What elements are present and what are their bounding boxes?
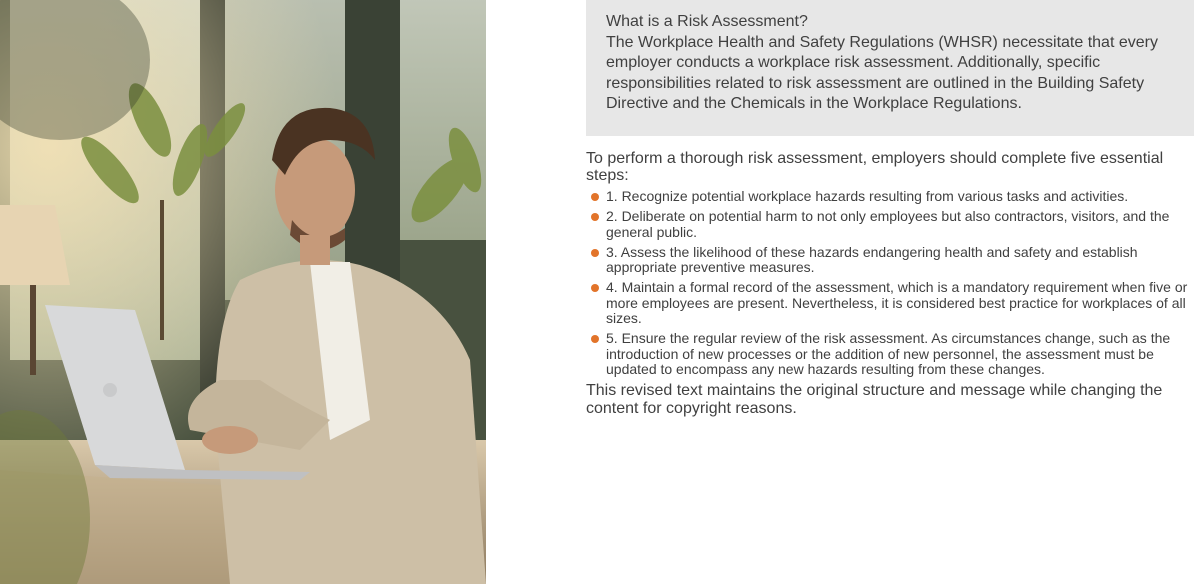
risk-assessment-callout: What is a Risk Assessment? The Workplace…	[586, 0, 1194, 136]
step-text: 4. Maintain a formal record of the asses…	[606, 279, 1188, 326]
bullet-dot-icon	[591, 248, 599, 257]
bullet-dot-icon	[591, 335, 599, 343]
bullet-dot-icon	[591, 284, 599, 292]
list-item: 5. Ensure the regular review of the risk…	[586, 330, 1188, 378]
callout-heading: What is a Risk Assessment?	[606, 13, 808, 30]
step-text: 3. Assess the likelihood of these hazard…	[606, 243, 1138, 275]
man-at-laptop-illustration	[0, 0, 486, 584]
steps-intro: To perform a thorough risk assessment, e…	[586, 150, 1164, 184]
callout-body: The Workplace Health and Safety Regulati…	[606, 33, 1158, 113]
step-text: 5. Ensure the regular review of the risk…	[606, 330, 1171, 377]
step-text: 1. Recognize potential workplace hazards…	[606, 188, 1129, 204]
article-content: What is a Risk Assessment? The Workplace…	[586, 0, 1194, 418]
step-text: 2. Deliberate on potential harm to not o…	[606, 208, 1170, 240]
bullet-dot-icon	[591, 213, 599, 221]
list-item: 4. Maintain a formal record of the asses…	[586, 279, 1188, 327]
steps-list: 1. Recognize potential workplace hazards…	[586, 188, 1194, 378]
closing-note: This revised text maintains the original…	[586, 382, 1163, 417]
list-item: 2. Deliberate on potential harm to not o…	[586, 208, 1188, 240]
hero-photo	[0, 0, 486, 584]
list-item: 1. Recognize potential workplace hazards…	[586, 188, 1188, 205]
bullet-dot-icon	[591, 193, 599, 201]
list-item: 3. Assess the likelihood of these hazard…	[586, 243, 1188, 276]
